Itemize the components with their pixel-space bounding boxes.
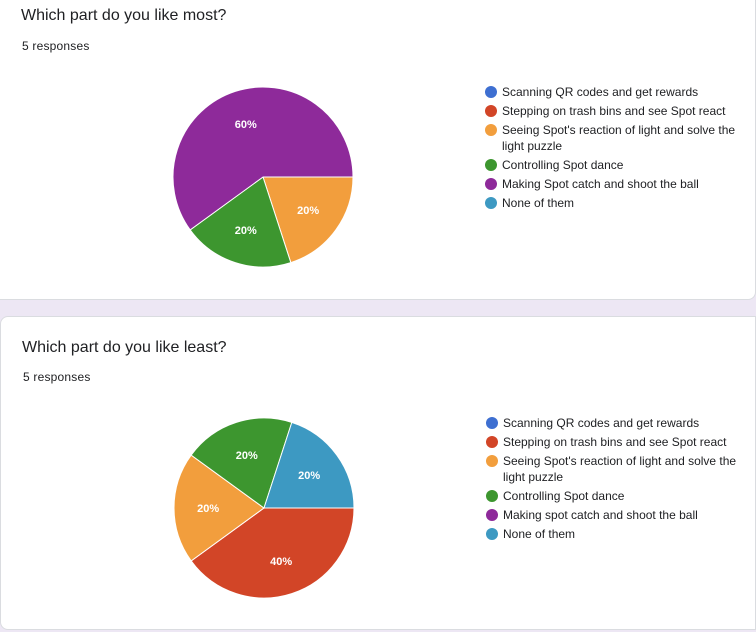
slice-percent-label: 20%	[197, 503, 219, 515]
legend-label: Controlling Spot dance	[503, 489, 625, 503]
legend-item[interactable]: Scanning QR codes and get rewards	[485, 84, 745, 100]
legend-label: Stepping on trash bins and see Spot reac…	[502, 104, 726, 118]
legend-label: Making Spot catch and shoot the ball	[502, 177, 699, 191]
legend-item[interactable]: Seeing Spot's reaction of light and solv…	[486, 453, 746, 485]
legend-item[interactable]: Stepping on trash bins and see Spot reac…	[485, 103, 745, 119]
chart-legend: Scanning QR codes and get rewards Steppin…	[486, 415, 746, 545]
slice-percent-label: 60%	[235, 119, 257, 131]
legend-swatch	[485, 124, 497, 136]
slice-percent-label: 20%	[298, 470, 320, 482]
slice-percent-label: 20%	[236, 450, 258, 462]
legend-item[interactable]: Making Spot catch and shoot the ball	[485, 176, 745, 192]
legend-label: Seeing Spot's reaction of light and solv…	[502, 123, 736, 153]
pie-chart: 40% 20% 20% 20%	[173, 417, 355, 599]
pie-slice[interactable]	[172, 86, 354, 231]
legend-item[interactable]: Stepping on trash bins and see Spot reac…	[486, 434, 746, 450]
slice-percent-label: 20%	[235, 225, 257, 237]
pie-slice[interactable]	[190, 507, 355, 599]
response-count: 5 responses	[22, 39, 90, 53]
legend-item[interactable]: None of them	[486, 526, 746, 542]
legend-item[interactable]: Scanning QR codes and get rewards	[486, 415, 746, 431]
response-count: 5 responses	[23, 370, 91, 384]
chart-legend: Scanning QR codes and get rewards Steppin…	[485, 84, 745, 214]
legend-swatch	[486, 417, 498, 429]
legend-swatch	[485, 159, 497, 171]
pie-slice[interactable]	[190, 417, 293, 509]
pie-slice[interactable]	[173, 454, 265, 562]
legend-swatch	[485, 197, 497, 209]
legend-label: Scanning QR codes and get rewards	[503, 416, 700, 430]
legend-item[interactable]: Controlling Spot dance	[485, 157, 745, 173]
slice-percent-label: 40%	[270, 556, 292, 568]
legend-swatch	[485, 178, 497, 190]
slice-percent-label: 20%	[297, 205, 319, 217]
legend-label: Controlling Spot dance	[502, 158, 624, 172]
legend-label: None of them	[502, 196, 575, 210]
legend-item[interactable]: Making spot catch and shoot the ball	[486, 507, 746, 523]
legend-label: Making spot catch and shoot the ball	[503, 508, 698, 522]
legend-label: Scanning QR codes and get rewards	[502, 85, 699, 99]
question-card-most: Which part do you like most? 5 responses…	[0, 0, 756, 300]
pie-slice[interactable]	[189, 176, 292, 268]
legend-label: Seeing Spot's reaction of light and solv…	[503, 454, 737, 484]
legend-swatch	[485, 86, 497, 98]
legend-item[interactable]: Controlling Spot dance	[486, 488, 746, 504]
pie-chart: 20% 20% 60%	[172, 86, 354, 268]
legend-swatch	[485, 105, 497, 117]
pie-slice[interactable]	[262, 176, 354, 264]
legend-item[interactable]: Seeing Spot's reaction of light and solv…	[485, 122, 745, 154]
legend-swatch	[486, 490, 498, 502]
legend-item[interactable]: None of them	[485, 195, 745, 211]
legend-swatch	[486, 528, 498, 540]
question-card-least: Which part do you like least? 5 response…	[0, 316, 756, 630]
legend-swatch	[486, 509, 498, 521]
legend-swatch	[486, 455, 498, 467]
legend-label: None of them	[503, 527, 576, 541]
question-title: Which part do you like most?	[21, 7, 227, 24]
legend-swatch	[486, 436, 498, 448]
question-title: Which part do you like least?	[22, 339, 227, 356]
pie-slice[interactable]	[263, 421, 355, 509]
legend-label: Stepping on trash bins and see Spot reac…	[503, 435, 727, 449]
